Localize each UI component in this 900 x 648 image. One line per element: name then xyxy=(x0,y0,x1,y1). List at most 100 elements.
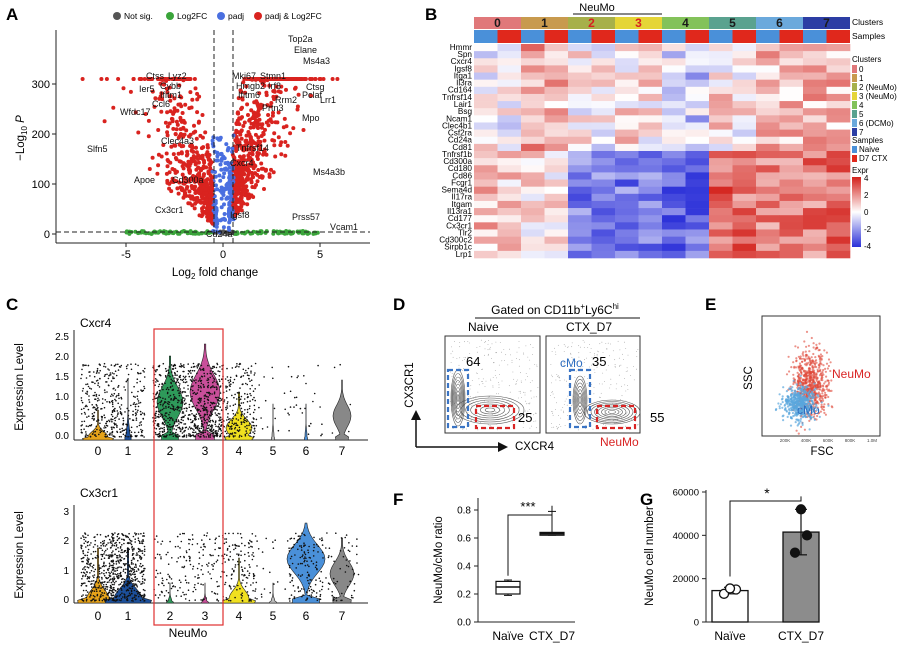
violin-dot xyxy=(112,572,115,575)
violin-dot xyxy=(140,594,143,597)
violin-dot xyxy=(103,598,105,600)
volcano-point xyxy=(156,128,161,132)
violin-dot xyxy=(178,385,181,387)
violin-dot xyxy=(196,372,198,375)
violin-dot xyxy=(127,378,129,380)
violin-dot xyxy=(231,427,233,430)
volcano-point xyxy=(240,115,244,120)
violin-dot xyxy=(90,542,92,544)
violin-dot xyxy=(243,413,246,415)
violin-dot xyxy=(113,576,115,578)
violin-dot xyxy=(114,573,116,575)
heatmap-cell xyxy=(568,51,592,59)
volcano-xtick: 5 xyxy=(317,249,323,261)
violin-dot xyxy=(228,584,231,587)
violin-dot xyxy=(89,371,91,373)
violin-dot xyxy=(209,433,212,436)
violin-dot xyxy=(256,598,258,600)
violin-dot xyxy=(235,418,238,420)
volcano-point xyxy=(179,150,184,155)
violin-dot xyxy=(110,546,112,549)
violin-dot xyxy=(242,402,245,404)
volcano-point xyxy=(199,214,204,219)
heatmap-cell xyxy=(544,58,569,66)
violin-dot xyxy=(80,557,83,560)
violin-dot xyxy=(109,434,111,436)
violin-dot xyxy=(294,590,296,592)
volcano-point xyxy=(180,118,185,123)
heatmap-cell xyxy=(544,229,569,237)
violin-dot xyxy=(217,402,220,404)
violin-dot xyxy=(196,367,199,369)
violin-dot xyxy=(108,384,110,387)
violin-dot xyxy=(121,551,124,554)
violin-dot xyxy=(88,415,90,418)
violin-dot xyxy=(226,386,229,388)
violin-dot xyxy=(213,562,215,565)
violin-dot xyxy=(86,554,89,557)
violin-dot xyxy=(92,557,94,560)
violin-dot xyxy=(136,552,138,554)
heatmap-cell xyxy=(709,136,733,145)
violin-dot xyxy=(135,564,137,566)
volcano-point xyxy=(246,196,251,201)
violin-dot xyxy=(164,414,166,417)
violin-dot xyxy=(117,547,119,549)
violin-dot xyxy=(189,563,192,566)
violin-dot xyxy=(304,407,306,410)
violin-dot xyxy=(89,544,91,546)
violin-dot xyxy=(155,576,157,578)
violin-dot xyxy=(143,414,146,416)
heatmap-cell xyxy=(615,51,639,59)
violin-dot xyxy=(204,406,206,409)
violin-dot xyxy=(195,426,198,429)
heatmap-cell xyxy=(521,200,545,209)
heatmap-cell xyxy=(497,108,522,116)
volcano-point xyxy=(124,229,129,234)
violin-dot xyxy=(244,392,246,395)
heatmap-cell xyxy=(826,93,851,102)
heatmap-cell xyxy=(803,108,827,116)
heatmap-cell xyxy=(756,51,780,59)
volcano-point xyxy=(218,178,223,183)
violin-dot xyxy=(297,535,300,537)
violin-dot xyxy=(175,431,177,434)
violin-dot xyxy=(94,595,96,598)
heatmap-cell xyxy=(521,243,545,252)
violin-dot xyxy=(208,394,211,396)
violin-dot xyxy=(92,564,95,566)
violin-dot xyxy=(100,430,103,433)
violin-dot xyxy=(92,594,95,597)
violin-dot xyxy=(111,536,113,538)
heatmap-cell xyxy=(662,136,686,145)
violin-dot xyxy=(144,594,146,597)
violin-dot xyxy=(211,393,213,395)
violin-dot xyxy=(206,379,208,382)
violin-dot xyxy=(96,379,99,382)
violin-dot xyxy=(162,397,164,400)
heatmap-cell xyxy=(638,158,663,166)
violin-dot xyxy=(81,368,83,371)
violin-dot xyxy=(317,551,319,553)
violin-dot xyxy=(290,547,293,549)
violin-dot xyxy=(304,544,306,546)
violin-dot xyxy=(97,382,100,384)
violin-dot xyxy=(128,576,131,578)
heatmap-cell xyxy=(544,179,569,187)
violin-dot xyxy=(261,428,264,430)
violin-dot xyxy=(193,435,195,438)
heatmap-cell xyxy=(826,151,851,159)
heatmap-cell xyxy=(638,44,663,52)
violin-dot xyxy=(200,369,202,371)
heatmap-cell xyxy=(568,200,592,209)
heatmap-cell xyxy=(662,151,686,159)
violin-dot xyxy=(206,373,209,375)
violin-dot xyxy=(112,394,114,397)
violin-dot xyxy=(108,554,110,556)
violin-dot xyxy=(165,407,167,409)
violin-dot xyxy=(200,583,202,585)
heatmap-cell xyxy=(756,165,780,173)
violin-dot xyxy=(105,571,108,574)
violin-dot xyxy=(115,544,118,546)
